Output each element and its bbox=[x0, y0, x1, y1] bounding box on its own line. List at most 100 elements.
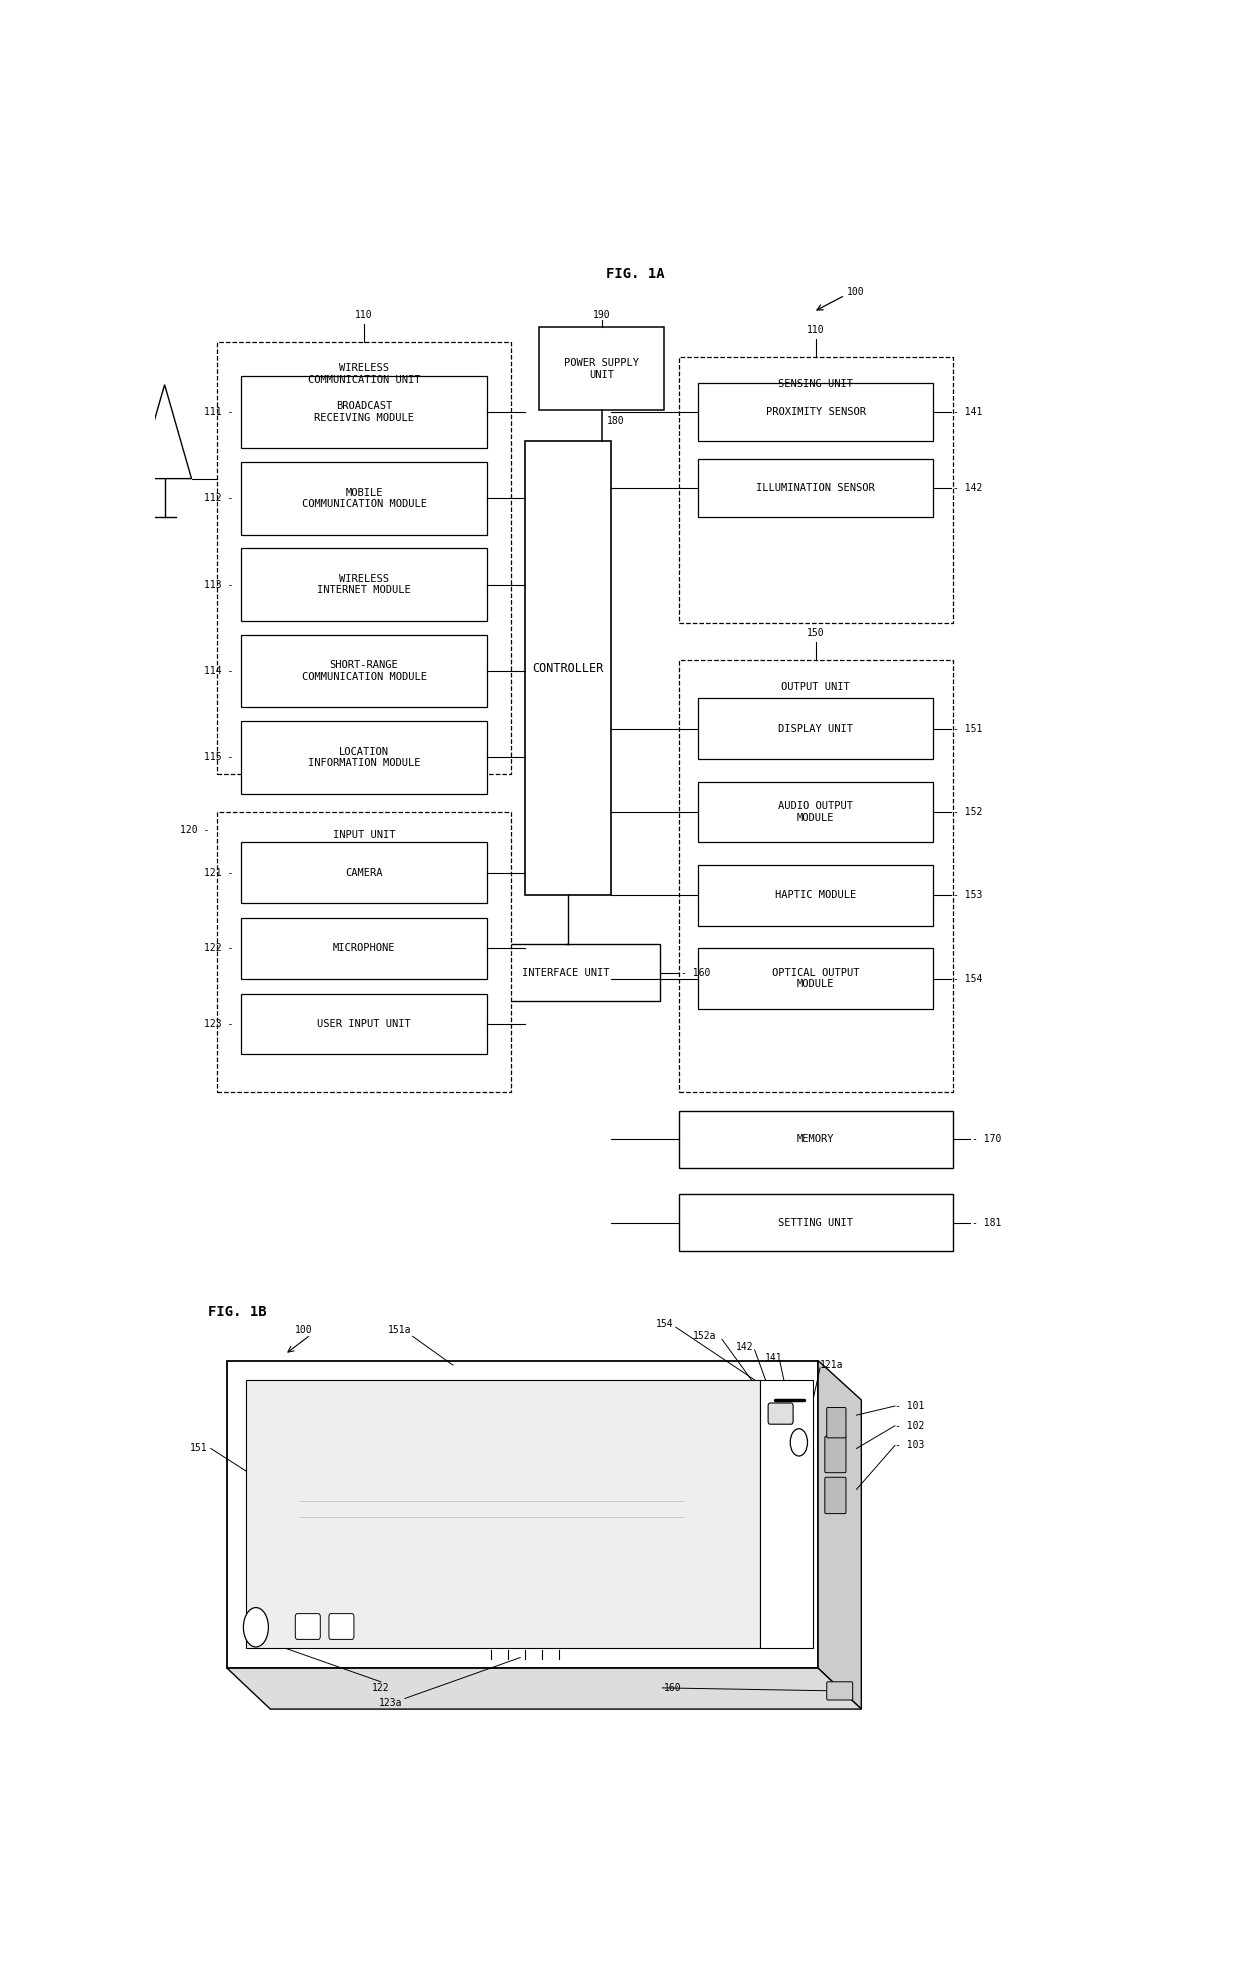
Polygon shape bbox=[247, 1380, 760, 1649]
Bar bbox=[472, 945, 660, 1002]
Text: 141: 141 bbox=[765, 1352, 782, 1362]
Bar bbox=[698, 699, 934, 760]
Text: MICROPHONE: MICROPHONE bbox=[332, 943, 396, 953]
Text: FIG. 1B: FIG. 1B bbox=[208, 1305, 267, 1319]
Bar bbox=[242, 462, 486, 535]
Text: 115 -: 115 - bbox=[205, 752, 234, 762]
Text: 190: 190 bbox=[593, 309, 610, 319]
Text: - 181: - 181 bbox=[972, 1218, 1001, 1228]
Text: FIG. 1A: FIG. 1A bbox=[606, 268, 665, 281]
Text: - 101: - 101 bbox=[895, 1401, 924, 1411]
Text: - 160: - 160 bbox=[681, 968, 711, 978]
Text: 114 -: 114 - bbox=[205, 665, 234, 677]
Bar bbox=[242, 917, 486, 978]
Text: - 141: - 141 bbox=[952, 407, 982, 417]
Text: 123a: 123a bbox=[378, 1698, 402, 1708]
Text: 110: 110 bbox=[807, 325, 825, 335]
Text: 112 -: 112 - bbox=[205, 494, 234, 504]
Text: 100: 100 bbox=[295, 1324, 312, 1334]
FancyBboxPatch shape bbox=[827, 1407, 846, 1439]
Text: WIRELESS
COMMUNICATION UNIT: WIRELESS COMMUNICATION UNIT bbox=[308, 364, 420, 386]
Text: MOBILE
COMMUNICATION MODULE: MOBILE COMMUNICATION MODULE bbox=[301, 488, 427, 510]
Text: - 152: - 152 bbox=[952, 807, 982, 817]
Text: HAPTIC MODULE: HAPTIC MODULE bbox=[775, 890, 857, 899]
FancyBboxPatch shape bbox=[768, 1403, 794, 1425]
Polygon shape bbox=[760, 1380, 813, 1649]
Text: BROADCAST
RECEIVING MODULE: BROADCAST RECEIVING MODULE bbox=[314, 401, 414, 423]
Text: POWER SUPPLY
UNIT: POWER SUPPLY UNIT bbox=[564, 358, 640, 380]
Bar bbox=[698, 459, 934, 516]
Text: INPUT UNIT: INPUT UNIT bbox=[332, 830, 396, 840]
Text: 121a: 121a bbox=[820, 1360, 843, 1370]
FancyBboxPatch shape bbox=[295, 1614, 320, 1639]
Polygon shape bbox=[138, 384, 191, 478]
Bar bbox=[525, 441, 611, 895]
Text: DISPLAY UNIT: DISPLAY UNIT bbox=[779, 724, 853, 734]
Text: 120 -: 120 - bbox=[180, 825, 210, 834]
Text: - 154: - 154 bbox=[952, 974, 982, 984]
Bar bbox=[698, 781, 934, 842]
FancyBboxPatch shape bbox=[825, 1437, 846, 1472]
Bar bbox=[678, 1195, 952, 1252]
Text: SENSING UNIT: SENSING UNIT bbox=[779, 378, 853, 388]
FancyBboxPatch shape bbox=[825, 1478, 846, 1513]
Text: - 151: - 151 bbox=[952, 724, 982, 734]
Text: 152a: 152a bbox=[693, 1330, 717, 1342]
Text: AUDIO OUTPUT
MODULE: AUDIO OUTPUT MODULE bbox=[779, 801, 853, 823]
Text: 113 -: 113 - bbox=[205, 581, 234, 590]
Circle shape bbox=[790, 1429, 807, 1456]
Bar bbox=[539, 327, 665, 411]
Text: CAMERA: CAMERA bbox=[345, 868, 383, 878]
Text: 150: 150 bbox=[807, 628, 825, 638]
Text: CONTROLLER: CONTROLLER bbox=[533, 661, 604, 675]
Text: SETTING UNIT: SETTING UNIT bbox=[779, 1218, 853, 1228]
Text: - 142: - 142 bbox=[952, 482, 982, 492]
Text: 122: 122 bbox=[372, 1683, 389, 1692]
Text: PROXIMITY SENSOR: PROXIMITY SENSOR bbox=[765, 407, 866, 417]
Text: OUTPUT UNIT: OUTPUT UNIT bbox=[781, 681, 851, 691]
Text: 110: 110 bbox=[355, 309, 373, 319]
Text: 123 -: 123 - bbox=[205, 1019, 234, 1029]
Bar bbox=[242, 994, 486, 1055]
Text: 142: 142 bbox=[737, 1342, 754, 1352]
Text: 154: 154 bbox=[656, 1319, 673, 1328]
Text: 121 -: 121 - bbox=[205, 868, 234, 878]
Text: MEMORY: MEMORY bbox=[797, 1134, 835, 1143]
Bar bbox=[698, 866, 934, 925]
Bar bbox=[242, 549, 486, 622]
Text: LOCATION
INFORMATION MODULE: LOCATION INFORMATION MODULE bbox=[308, 746, 420, 768]
Bar bbox=[698, 384, 934, 441]
Polygon shape bbox=[227, 1669, 862, 1708]
Text: WIRELESS
INTERNET MODULE: WIRELESS INTERNET MODULE bbox=[317, 575, 410, 596]
Bar bbox=[242, 842, 486, 903]
Text: 180: 180 bbox=[606, 415, 624, 425]
Text: 111 -: 111 - bbox=[205, 407, 234, 417]
Text: 151a: 151a bbox=[388, 1324, 412, 1334]
Bar bbox=[217, 342, 511, 773]
Text: - 102: - 102 bbox=[895, 1421, 924, 1431]
Circle shape bbox=[243, 1608, 268, 1647]
Text: 151: 151 bbox=[190, 1443, 208, 1454]
Text: SHORT-RANGE
COMMUNICATION MODULE: SHORT-RANGE COMMUNICATION MODULE bbox=[301, 661, 427, 681]
Text: - 153: - 153 bbox=[952, 890, 982, 899]
Text: OPTICAL OUTPUT
MODULE: OPTICAL OUTPUT MODULE bbox=[773, 968, 859, 990]
Text: ILLUMINATION SENSOR: ILLUMINATION SENSOR bbox=[756, 482, 875, 492]
Bar bbox=[242, 636, 486, 707]
FancyBboxPatch shape bbox=[827, 1683, 853, 1700]
Polygon shape bbox=[818, 1360, 862, 1708]
Bar bbox=[698, 949, 934, 1010]
Bar bbox=[678, 358, 952, 622]
Text: INTERFACE UNIT: INTERFACE UNIT bbox=[522, 968, 610, 978]
Bar bbox=[217, 813, 511, 1092]
Bar bbox=[678, 1110, 952, 1169]
Polygon shape bbox=[227, 1360, 818, 1669]
Text: 122 -: 122 - bbox=[205, 943, 234, 953]
Text: 160: 160 bbox=[665, 1683, 682, 1692]
Text: USER INPUT UNIT: USER INPUT UNIT bbox=[317, 1019, 410, 1029]
Text: - 170: - 170 bbox=[972, 1134, 1001, 1143]
FancyBboxPatch shape bbox=[329, 1614, 353, 1639]
Bar bbox=[242, 376, 486, 449]
Text: 100: 100 bbox=[847, 287, 864, 297]
Text: - 103: - 103 bbox=[895, 1441, 924, 1450]
Bar bbox=[678, 661, 952, 1092]
